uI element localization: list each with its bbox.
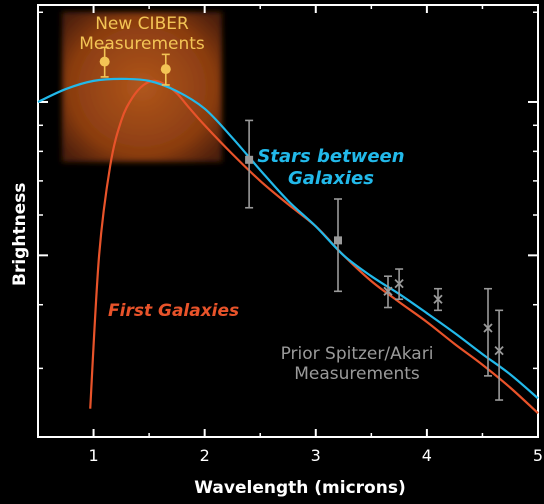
- stars-between-galaxies-label: Stars between Galaxies: [257, 146, 405, 189]
- data-points-layer: [99, 46, 504, 401]
- ciber-measurements-label: New CIBER Measurements: [79, 14, 205, 55]
- prior-spitzer-akari-measurements-point: [334, 236, 342, 245]
- prior-spitzer-akari-measurements-point: [433, 294, 443, 304]
- prior-spitzer-akari-label: Prior Spitzer/Akari Measurements: [280, 344, 434, 385]
- x-tick-label: 2: [200, 446, 210, 465]
- series-layer: [37, 77, 539, 414]
- first-galaxies-curve: [89, 79, 539, 414]
- prior-spitzer-akari-measurements-point: [383, 286, 393, 296]
- new-ciber-measurements-point: [99, 56, 110, 67]
- x-tick-label: 3: [311, 446, 321, 465]
- x-tick-label: 5: [533, 446, 543, 465]
- prior-spitzer-akari-measurements-point: [494, 346, 504, 356]
- new-ciber-measurements-point: [160, 64, 171, 75]
- prior-spitzer-akari-measurements-point: [245, 155, 254, 164]
- stars-between-galaxies-curve: [37, 77, 539, 400]
- first-galaxies-label: First Galaxies: [108, 301, 240, 321]
- x-axis-label: Wavelength (microns): [194, 478, 406, 498]
- plot-frame: [37, 4, 539, 438]
- x-tick-label: 4: [422, 446, 432, 465]
- x-tick-label: 1: [88, 446, 98, 465]
- y-axis-label: Brightness: [10, 182, 30, 286]
- prior-spitzer-akari-measurements-point: [483, 323, 493, 333]
- plot-axes: 1 2 3 4 5: [37, 4, 543, 465]
- prior-spitzer-akari-measurements-point: [394, 278, 404, 289]
